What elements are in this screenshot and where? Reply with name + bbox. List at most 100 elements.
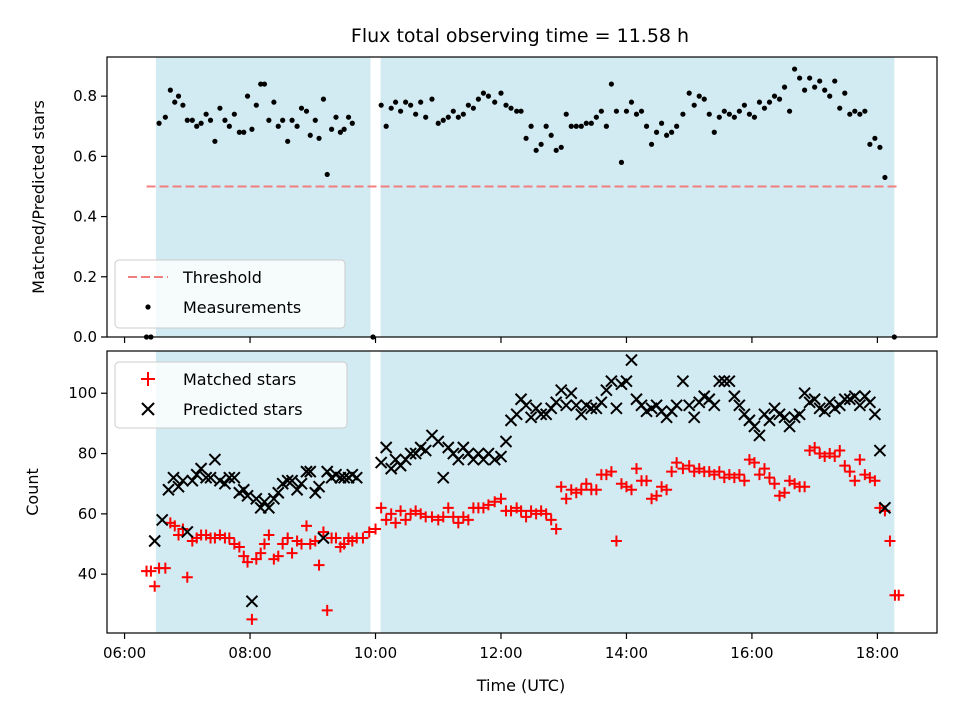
- matched-star-point: [149, 580, 161, 592]
- measurement-point: [226, 123, 232, 129]
- predicted-star-point: [570, 399, 583, 412]
- predicted-star-point: [620, 374, 633, 388]
- predicted-star-point: [285, 474, 299, 487]
- measurement-point: [726, 111, 732, 117]
- predicted-star-point: [585, 402, 598, 415]
- measurement-point: [847, 111, 853, 117]
- measurement-point: [450, 108, 456, 114]
- matched-star-point: [145, 565, 157, 577]
- measurement-point: [241, 129, 247, 135]
- measurement-point: [280, 117, 286, 123]
- matched-star-point: [829, 451, 841, 463]
- observing-window: [380, 57, 895, 337]
- predicted-star-point: [337, 471, 351, 484]
- axes-frame: [106, 350, 938, 634]
- matched-star-point: [779, 487, 791, 499]
- measurement-point: [528, 123, 534, 129]
- matched-star-point: [605, 466, 617, 478]
- top-observing-windows: [155, 57, 895, 337]
- legend-measurements-swatch: [145, 304, 151, 310]
- predicted-star-point: [555, 384, 568, 397]
- measurement-point: [172, 99, 178, 105]
- measurement-point: [289, 117, 295, 123]
- measurement-point: [236, 129, 242, 135]
- predicted-star-point: [853, 399, 867, 412]
- measurement-point: [867, 141, 873, 147]
- predicted-star-point: [778, 411, 791, 424]
- measurement-point: [648, 141, 655, 147]
- predicted-star-point: [250, 492, 263, 505]
- measurement-point: [207, 117, 214, 123]
- matched-star-point: [677, 463, 689, 475]
- matched-star-point: [671, 457, 683, 469]
- measurement-point: [455, 114, 461, 120]
- measurement-point: [711, 129, 717, 135]
- matched-star-point: [555, 481, 567, 493]
- measurement-point: [460, 111, 466, 117]
- measurement-point: [786, 108, 793, 114]
- measurement-point: [498, 90, 504, 96]
- measurement-point: [812, 84, 818, 90]
- matched-star-point: [630, 463, 642, 475]
- predicted-star-point: [437, 471, 450, 484]
- matched-star-point: [313, 559, 325, 571]
- predicted-star-point: [728, 390, 741, 403]
- measurement-point: [475, 96, 481, 102]
- measurement-point: [701, 96, 707, 102]
- predicted-star-point: [688, 411, 701, 424]
- predicted-star-point: [309, 486, 322, 499]
- measurement-point: [706, 111, 712, 117]
- matched-star-point: [437, 511, 449, 523]
- measurement-point: [852, 108, 858, 114]
- legend-predicted-swatch: [141, 402, 155, 416]
- top-axes: 0.0 0.2 0.4 0.6 0.8: [73, 56, 938, 346]
- measurement-point: [882, 174, 888, 181]
- measurement-point: [696, 93, 702, 99]
- measurement-point: [271, 99, 277, 105]
- measurement-point: [217, 105, 223, 111]
- matched-star-point: [641, 475, 653, 487]
- measurement-point: [791, 66, 798, 72]
- measurement-point: [548, 132, 554, 138]
- bottom-panel-counts: 40 60 80 100 06:00 08:00 10:00 12:00 14:00 16:00 1…: [23, 350, 938, 695]
- x-axis-label: Time (UTC): [476, 676, 565, 695]
- measurement-point: [508, 105, 514, 111]
- measurement-point: [198, 120, 204, 126]
- measurement-point: [633, 111, 640, 117]
- matched-star-point: [515, 505, 527, 517]
- matched-star-point: [452, 517, 464, 529]
- x-tick-label: 08:00: [228, 644, 271, 662]
- count-series: [141, 353, 905, 625]
- measurement-point: [337, 129, 343, 135]
- matched-star-point: [753, 469, 765, 481]
- predicted-star-point: [863, 396, 877, 409]
- measurement-point: [244, 93, 251, 99]
- measurement-point: [691, 102, 697, 108]
- y-tick-label: 100: [68, 384, 97, 402]
- matched-star-point: [321, 604, 333, 616]
- measurement-point: [598, 108, 604, 114]
- measurement-point: [643, 123, 650, 129]
- measurement-point: [162, 114, 168, 120]
- matched-star-point: [625, 484, 637, 496]
- measurement-point: [378, 102, 384, 108]
- matched-star-point: [854, 454, 866, 466]
- measurement-point: [680, 111, 686, 117]
- matched-star-point: [809, 442, 821, 454]
- matched-star-point: [282, 532, 294, 544]
- predicted-star-point: [223, 471, 236, 484]
- predicted-star-point: [676, 374, 690, 388]
- predicted-star-point: [272, 486, 285, 499]
- predicted-star-point: [783, 420, 796, 433]
- measurement-point: [418, 99, 424, 105]
- matched-star-point: [375, 502, 387, 514]
- measurement-point: [413, 111, 419, 117]
- measurement-point: [746, 111, 753, 117]
- predicted-star-point: [379, 441, 393, 454]
- measurement-point: [771, 93, 778, 99]
- matched-star-point: [683, 460, 695, 472]
- measurement-point: [862, 108, 868, 114]
- matched-star-point: [748, 457, 760, 469]
- predicted-star-point: [878, 501, 892, 515]
- predicted-star-point: [560, 399, 573, 412]
